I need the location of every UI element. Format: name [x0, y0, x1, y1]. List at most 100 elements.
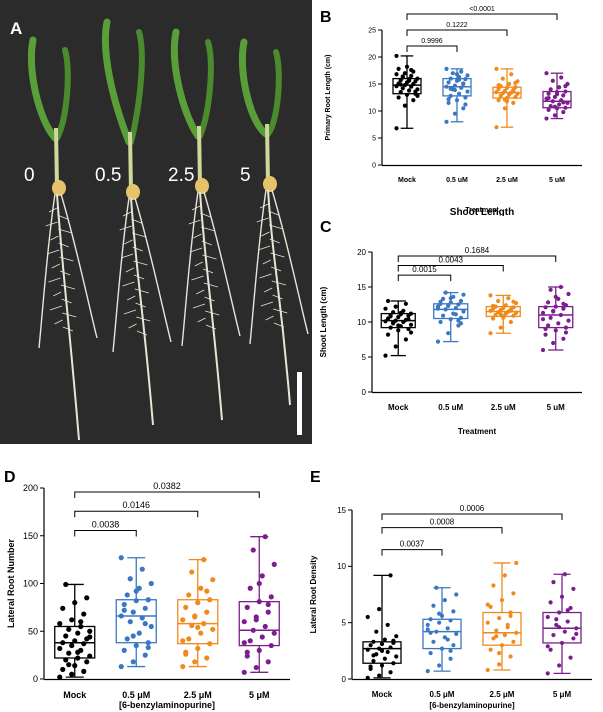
seminal-root [112, 197, 130, 353]
data-point [550, 78, 555, 83]
data-point [180, 663, 186, 670]
data-point [548, 87, 553, 92]
data-point [265, 609, 271, 615]
lateral-root [202, 254, 217, 260]
data-point [396, 66, 401, 71]
data-point [452, 83, 457, 88]
lateral-root [261, 231, 270, 237]
data-point [118, 663, 124, 670]
y-tick-label: 5 [372, 135, 376, 142]
seminal-root [181, 191, 199, 347]
box-group-3 [542, 572, 582, 676]
box-group-0 [54, 581, 96, 680]
data-point [66, 650, 72, 656]
lateral-root [201, 240, 212, 246]
lateral-root [256, 217, 269, 223]
data-point [463, 77, 468, 82]
data-point [247, 585, 253, 591]
box [482, 611, 522, 646]
lateral-root [60, 284, 75, 290]
data-point [365, 675, 370, 680]
significance-bracket-2: 0.0006 [381, 504, 563, 520]
data-point [124, 636, 130, 642]
data-point [377, 646, 382, 651]
panel-label: C [320, 219, 332, 236]
data-point [451, 609, 456, 614]
x-tick-label: 0.5 μM [430, 690, 455, 699]
data-point [546, 91, 551, 96]
data-point [509, 72, 514, 77]
data-point [262, 623, 268, 630]
y-tick-label: 10 [368, 108, 376, 115]
data-point [501, 315, 506, 320]
data-point [393, 344, 398, 349]
data-point [371, 658, 376, 664]
data-point [548, 287, 553, 292]
data-point [490, 303, 496, 308]
box-group-2 [492, 66, 522, 130]
data-point [368, 664, 373, 669]
lateral-root [136, 330, 148, 336]
data-point [551, 580, 556, 585]
data-point [391, 661, 396, 666]
data-point [145, 640, 151, 646]
data-point [442, 598, 447, 603]
data-point [87, 653, 93, 659]
lateral-root [268, 210, 279, 216]
data-point [66, 626, 72, 632]
data-point [554, 92, 560, 97]
lateral-root [122, 281, 135, 287]
data-point [192, 659, 198, 665]
data-point [383, 306, 388, 311]
data-point [198, 630, 204, 636]
data-point [379, 641, 385, 647]
data-point [127, 619, 133, 625]
seminal-root [249, 189, 267, 345]
leaf [54, 47, 71, 141]
data-point [494, 634, 499, 639]
box-group-0 [392, 53, 422, 131]
data-point [259, 634, 265, 640]
p-value-label: 0.9996 [421, 38, 443, 45]
data-point [494, 628, 499, 633]
data-point [511, 89, 516, 94]
data-point [446, 100, 451, 105]
data-point [75, 630, 81, 636]
data-point [448, 648, 453, 653]
data-point [265, 659, 271, 665]
data-point [81, 641, 87, 647]
data-point [435, 339, 441, 344]
y-tick-label: 10 [357, 318, 366, 327]
p-value-label: <0.0001 [469, 6, 495, 13]
data-point [78, 619, 84, 625]
y-tick-label: 0 [33, 674, 38, 684]
data-point [485, 620, 490, 625]
data-point [563, 89, 568, 94]
data-point [511, 313, 516, 318]
lateral-root [196, 289, 205, 295]
scale-bar [297, 372, 302, 435]
data-point [496, 82, 501, 88]
data-point [133, 598, 139, 604]
y-tick-label: 10 [337, 562, 346, 571]
primary-root [267, 189, 291, 406]
box-group-0 [380, 298, 416, 358]
data-point [463, 102, 468, 107]
y-tick-label: 15 [368, 81, 376, 88]
significance-bracket-0: 0.0038 [74, 519, 137, 537]
data-point [189, 569, 195, 575]
seminal-root [271, 189, 309, 335]
data-point [428, 630, 433, 635]
data-point [566, 318, 571, 323]
seedling-photo: A 0 0.5 2.5 5 [0, 0, 312, 444]
data-point [571, 586, 576, 591]
data-point [546, 107, 551, 113]
data-point [443, 290, 448, 295]
data-point [81, 668, 87, 674]
data-point [207, 597, 213, 603]
data-point [559, 640, 565, 646]
data-point [379, 648, 385, 653]
stem [197, 125, 202, 187]
data-point [75, 655, 81, 661]
box-group-3 [538, 284, 574, 353]
